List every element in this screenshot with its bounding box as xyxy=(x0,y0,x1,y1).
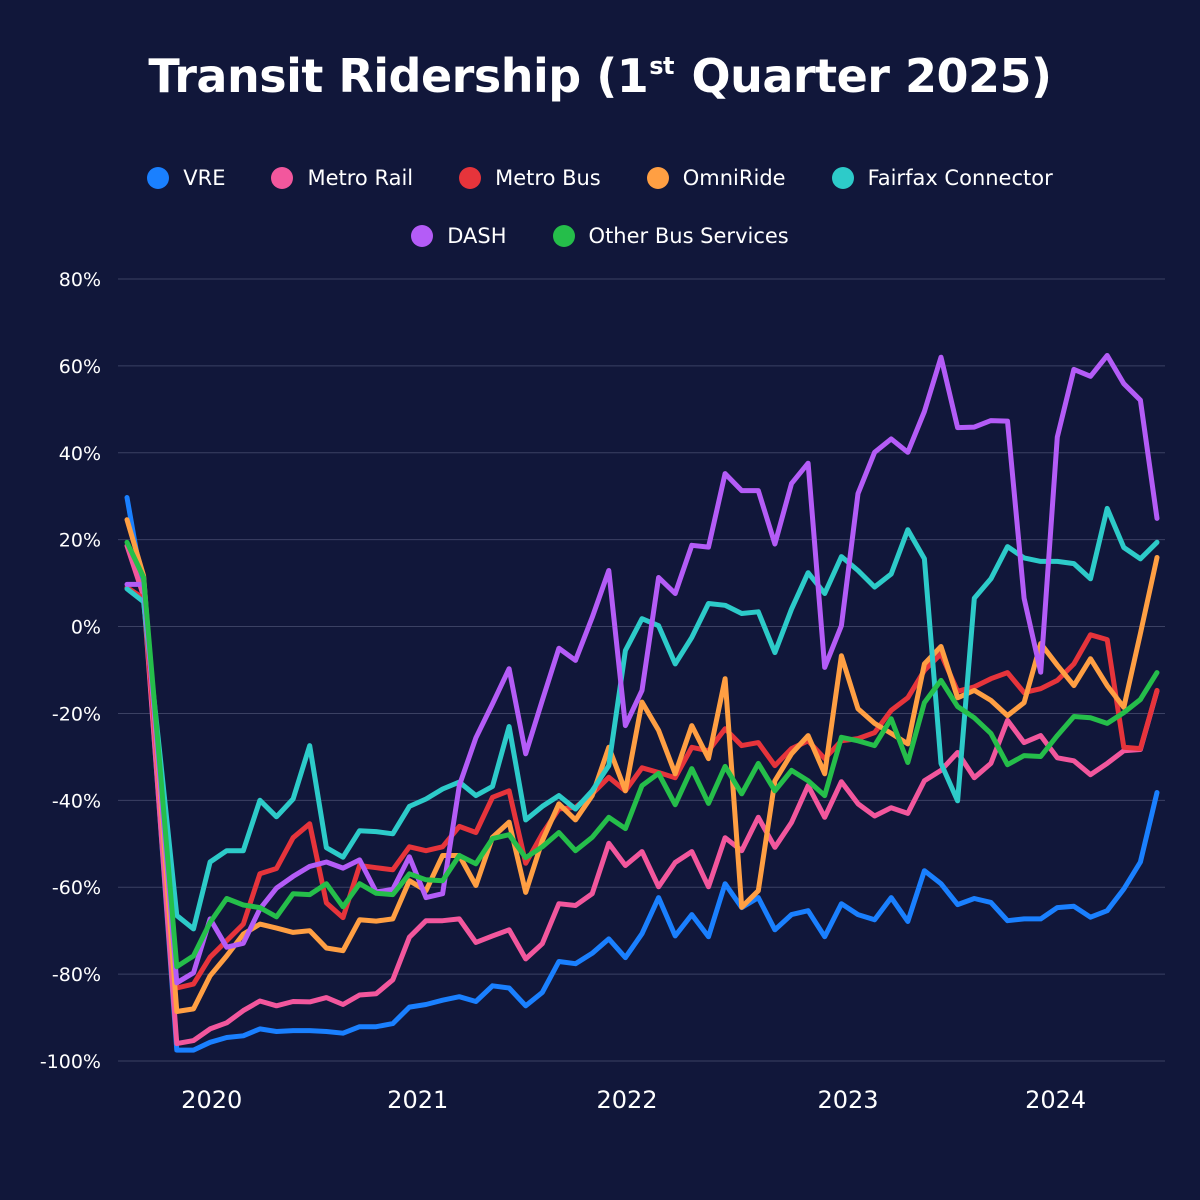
title-superscript: st xyxy=(649,52,675,80)
y-tick-label: -40% xyxy=(52,790,101,812)
chart-title: Transit Ridership (1st Quarter 2025) xyxy=(0,44,1200,116)
legend-label: DASH xyxy=(447,224,507,248)
title-rest: Quarter 2025) xyxy=(676,49,1053,103)
y-tick-label: 40% xyxy=(59,443,101,465)
series-line-other-bus-services xyxy=(124,539,1160,970)
series-line-vre xyxy=(124,495,1160,1053)
series-line-omniride xyxy=(124,517,1160,1014)
x-tick-label: 2024 xyxy=(1025,1086,1086,1114)
series-line-metro-rail xyxy=(124,543,1160,1047)
legend-item-vre[interactable]: VRE xyxy=(147,166,225,190)
legend-label: OmniRide xyxy=(682,166,786,190)
title-main: Transit Ridership (1 xyxy=(148,49,649,103)
legend-label: VRE xyxy=(183,166,226,190)
legend-dot-icon xyxy=(646,167,669,189)
legend-dot-icon xyxy=(147,167,170,189)
x-tick-label: 2022 xyxy=(597,1086,658,1114)
series-line-fairfax-connector xyxy=(124,505,1160,932)
y-tick-label: -60% xyxy=(52,877,101,899)
legend-dot-icon xyxy=(411,225,434,247)
legend-dot-icon xyxy=(271,167,294,189)
x-tick-label: 2021 xyxy=(387,1086,448,1114)
legend-item-metro-rail[interactable]: Metro Rail xyxy=(271,166,413,190)
x-axis: 2020 2021 2022 2023 2024 xyxy=(181,1086,1086,1114)
y-tick-label: 0% xyxy=(71,617,101,639)
y-tick-label: 80% xyxy=(59,269,101,291)
legend-label: Metro Bus xyxy=(495,166,601,190)
y-axis: 80% 60% 40% 20% 0% -20% -40% -60% -80% -100% xyxy=(40,269,101,1073)
y-tick-label: -80% xyxy=(52,964,101,986)
y-tick-label: -20% xyxy=(52,703,101,725)
series-lines xyxy=(124,353,1160,1053)
legend-item-omniride[interactable]: OmniRide xyxy=(646,166,786,190)
y-tick-label: -100% xyxy=(40,1051,101,1073)
y-tick-label: 20% xyxy=(59,530,101,552)
legend-item-metro-bus[interactable]: Metro Bus xyxy=(459,166,601,190)
legend-row-1: VRE Metro Rail Metro Bus OmniRide Fairfa… xyxy=(0,166,1200,190)
legend-label: Other Bus Services xyxy=(588,224,789,248)
x-tick-label: 2023 xyxy=(817,1086,878,1114)
legend-item-fairfax-connector[interactable]: Fairfax Connector xyxy=(831,166,1053,190)
x-tick-label: 2020 xyxy=(181,1086,242,1114)
y-tick-label: 60% xyxy=(59,356,101,378)
legend-dot-icon xyxy=(459,167,482,189)
legend-dot-icon xyxy=(831,167,854,189)
legend-row-2: DASH Other Bus Services xyxy=(0,224,1200,248)
legend-item-dash[interactable]: DASH xyxy=(411,224,507,248)
legend-label: Metro Rail xyxy=(307,166,414,190)
series-line-dash xyxy=(124,353,1160,986)
legend-item-other-bus-services[interactable]: Other Bus Services xyxy=(552,224,789,248)
legend-dot-icon xyxy=(552,225,575,247)
legend-label: Fairfax Connector xyxy=(867,166,1053,190)
grid-lines xyxy=(118,278,1165,1062)
series-line-metro-bus xyxy=(124,585,1160,991)
